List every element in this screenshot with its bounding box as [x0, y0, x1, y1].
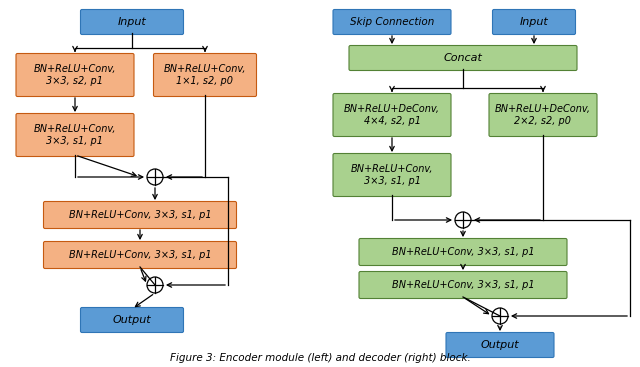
Text: Concat: Concat — [444, 53, 483, 63]
Text: Input: Input — [520, 17, 548, 27]
Text: BN+ReLU+Conv,
3×3, s1, p1: BN+ReLU+Conv, 3×3, s1, p1 — [34, 124, 116, 146]
FancyBboxPatch shape — [333, 10, 451, 34]
FancyBboxPatch shape — [333, 153, 451, 196]
FancyBboxPatch shape — [446, 333, 554, 357]
Text: Input: Input — [118, 17, 147, 27]
Text: BN+ReLU+DeConv,
2×2, s2, p0: BN+ReLU+DeConv, 2×2, s2, p0 — [495, 104, 591, 126]
Text: BN+ReLU+Conv, 3×3, s1, p1: BN+ReLU+Conv, 3×3, s1, p1 — [68, 250, 211, 260]
Text: BN+ReLU+Conv,
1×1, s2, p0: BN+ReLU+Conv, 1×1, s2, p0 — [164, 64, 246, 86]
FancyBboxPatch shape — [81, 308, 184, 333]
Text: Output: Output — [113, 315, 151, 325]
FancyBboxPatch shape — [44, 201, 237, 229]
FancyBboxPatch shape — [359, 272, 567, 298]
FancyBboxPatch shape — [333, 94, 451, 137]
Text: BN+ReLU+Conv, 3×3, s1, p1: BN+ReLU+Conv, 3×3, s1, p1 — [392, 280, 534, 290]
Text: BN+ReLU+Conv, 3×3, s1, p1: BN+ReLU+Conv, 3×3, s1, p1 — [392, 247, 534, 257]
FancyBboxPatch shape — [489, 94, 597, 137]
Text: BN+ReLU+Conv, 3×3, s1, p1: BN+ReLU+Conv, 3×3, s1, p1 — [68, 210, 211, 220]
FancyBboxPatch shape — [16, 113, 134, 156]
FancyBboxPatch shape — [359, 239, 567, 265]
FancyBboxPatch shape — [493, 10, 575, 34]
FancyBboxPatch shape — [154, 54, 257, 97]
FancyBboxPatch shape — [44, 241, 237, 269]
Text: Figure 3: Encoder module (left) and decoder (right) block.: Figure 3: Encoder module (left) and deco… — [170, 353, 470, 363]
Text: Output: Output — [481, 340, 519, 350]
Text: Skip Connection: Skip Connection — [350, 17, 434, 27]
FancyBboxPatch shape — [81, 10, 184, 34]
Text: BN+ReLU+DeConv,
4×4, s2, p1: BN+ReLU+DeConv, 4×4, s2, p1 — [344, 104, 440, 126]
Text: BN+ReLU+Conv,
3×3, s1, p1: BN+ReLU+Conv, 3×3, s1, p1 — [351, 164, 433, 186]
FancyBboxPatch shape — [16, 54, 134, 97]
Text: BN+ReLU+Conv,
3×3, s2, p1: BN+ReLU+Conv, 3×3, s2, p1 — [34, 64, 116, 86]
FancyBboxPatch shape — [349, 46, 577, 70]
